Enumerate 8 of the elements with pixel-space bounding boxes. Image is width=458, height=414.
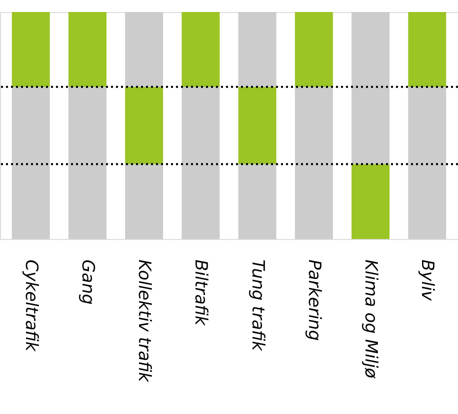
x-tick-label: Kollektiv trafik [134, 260, 154, 384]
x-tick-label: Klima og Miljø [360, 260, 381, 379]
x-tick-label: Gang [77, 260, 98, 305]
x-tick-label: Biltrafik [190, 260, 211, 327]
x-tick-label: Byliv [417, 260, 438, 302]
x-tick-label: Tung trafik [247, 260, 268, 352]
x-tick-label: Cykeltrafik [20, 260, 41, 353]
x-tick-label: Parkering [304, 260, 324, 341]
